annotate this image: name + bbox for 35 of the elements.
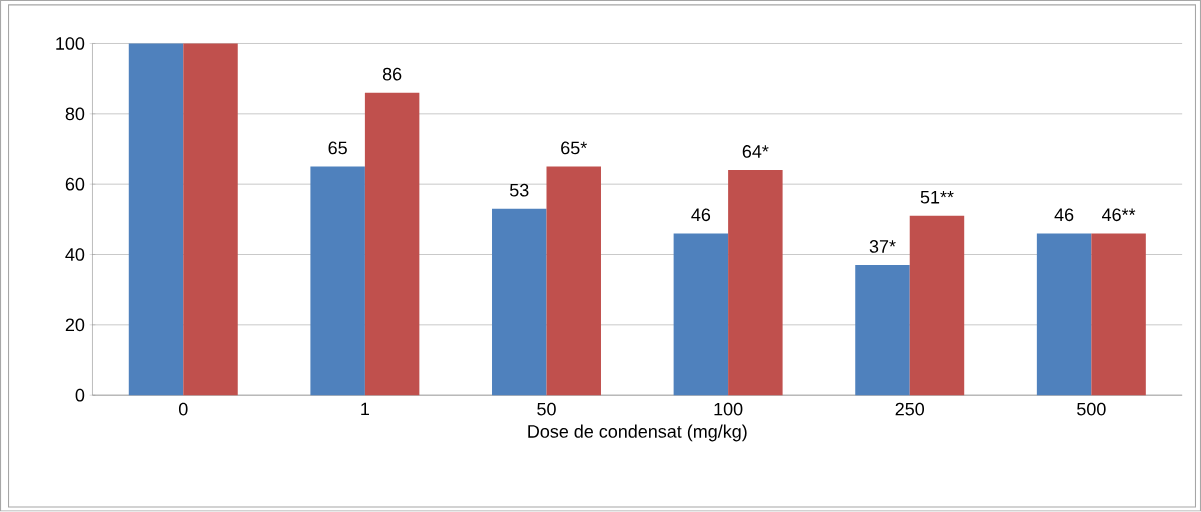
x-tick-label: 250 bbox=[895, 402, 925, 416]
bar bbox=[909, 216, 965, 396]
y-tick-label: 40 bbox=[65, 248, 85, 262]
x-axis-title: Dose de condensat (mg/kg) bbox=[528, 424, 747, 442]
bar bbox=[1036, 233, 1092, 396]
bar bbox=[546, 166, 601, 396]
bar bbox=[492, 208, 547, 396]
x-tick-label: 100 bbox=[714, 402, 743, 416]
data-label: 46 bbox=[1054, 208, 1074, 222]
bar bbox=[128, 43, 184, 396]
y-tick-label: 80 bbox=[65, 107, 85, 121]
data-label: 46 bbox=[691, 208, 711, 222]
data-label: 65 bbox=[328, 141, 347, 155]
bar bbox=[364, 92, 420, 396]
bar bbox=[310, 166, 365, 396]
data-label: 53 bbox=[509, 183, 529, 197]
y-tick-label: 60 bbox=[65, 177, 85, 191]
bar bbox=[855, 265, 910, 396]
data-label: 64* bbox=[742, 145, 769, 159]
x-tick-label: 500 bbox=[1077, 402, 1106, 416]
data-label: 46** bbox=[1102, 208, 1136, 222]
x-tick-label: 50 bbox=[537, 402, 556, 416]
data-label: 51** bbox=[920, 191, 954, 204]
x-tick-label: 1 bbox=[361, 402, 370, 416]
x-tick-label: 0 bbox=[178, 402, 188, 416]
bar bbox=[728, 170, 783, 396]
y-tick-label: 20 bbox=[65, 318, 85, 332]
y-tick-label: 100 bbox=[56, 37, 85, 51]
data-label: 86 bbox=[382, 67, 402, 81]
data-label: 65* bbox=[561, 141, 587, 155]
bar bbox=[673, 233, 729, 396]
bar bbox=[183, 43, 238, 396]
data-label: 37* bbox=[869, 240, 896, 253]
bar bbox=[1091, 233, 1146, 396]
y-tick-label: 0 bbox=[75, 389, 85, 402]
